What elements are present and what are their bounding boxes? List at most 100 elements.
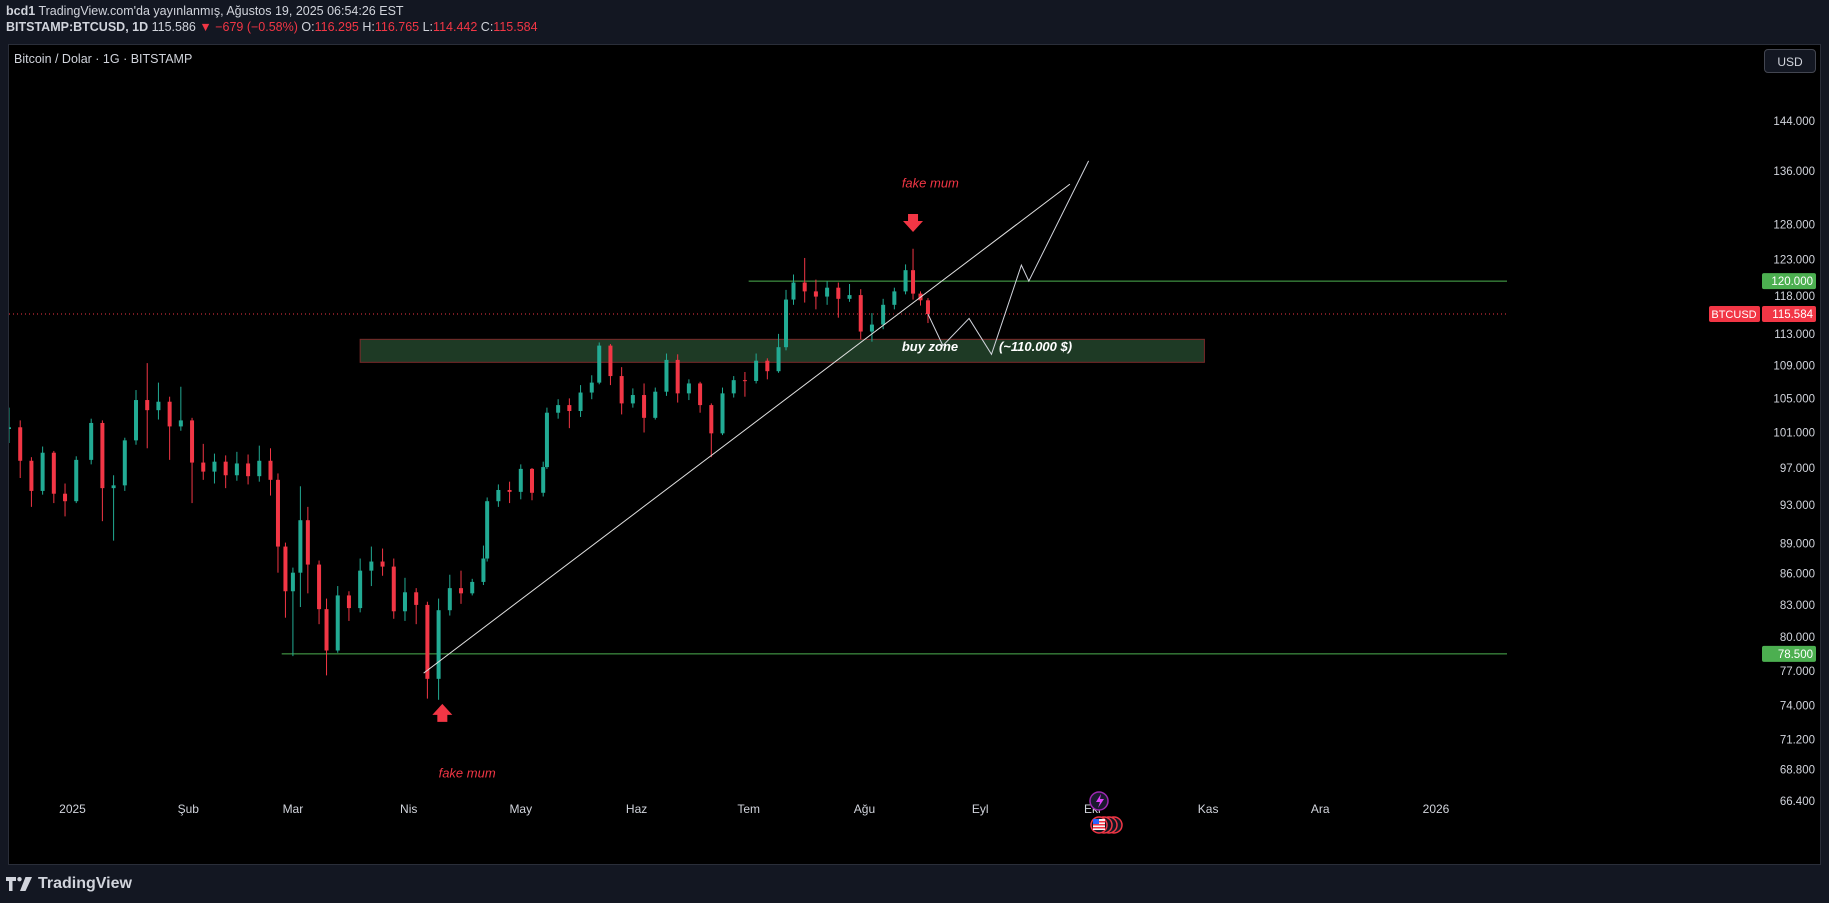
tradingview-logo-icon[interactable]	[6, 877, 32, 891]
brand-label[interactable]: TradingView	[38, 875, 132, 892]
candle-body	[802, 282, 807, 292]
candle-body	[784, 299, 789, 348]
candle-body	[122, 440, 127, 486]
high-label: H:	[362, 20, 375, 34]
candle-body	[470, 581, 475, 594]
candle-body	[178, 420, 183, 427]
candle-body	[275, 479, 280, 547]
x-tick-label: Ağu	[854, 802, 875, 816]
author-name[interactable]: bcd1	[6, 4, 36, 18]
publish-info: TradingView.com'da yayınlanmış, Ağustos …	[38, 4, 404, 18]
y-tick-label: 113.000	[1774, 329, 1815, 341]
symbol-tag-bg	[1709, 306, 1760, 323]
candle-body	[190, 420, 195, 463]
candle-body	[675, 359, 680, 394]
candle-body	[653, 391, 658, 418]
candle-body	[290, 572, 295, 592]
candle-body	[234, 463, 239, 476]
up-arrow-icon	[432, 703, 453, 722]
y-tick-label: 71.200	[1780, 735, 1815, 747]
candle-body	[380, 561, 385, 567]
candle-body	[776, 347, 781, 372]
candle-body	[481, 558, 486, 582]
candle-body	[335, 595, 340, 651]
candle-body	[630, 395, 635, 404]
candle-body	[597, 345, 602, 383]
y-tick-label: 86.000	[1780, 569, 1815, 581]
y-tick-label: 128.000	[1773, 219, 1815, 231]
candle-body	[881, 304, 886, 325]
candle-body	[201, 462, 206, 472]
candle-body	[742, 380, 747, 382]
candle-body	[578, 392, 583, 412]
low-label: L:	[422, 20, 434, 34]
candle-body	[698, 383, 703, 406]
y-tick-label: 83.000	[1780, 600, 1815, 612]
candle-body	[556, 405, 561, 413]
candle-body	[686, 383, 691, 394]
buy-zone-annotation: buy zone	[902, 339, 958, 354]
lightning-icon[interactable]	[1089, 791, 1109, 811]
y-tick-label: 118.000	[1774, 291, 1815, 303]
candle-body	[754, 360, 759, 381]
x-tick-label: Tem	[737, 802, 760, 816]
candle-body	[29, 460, 34, 491]
candle-body	[346, 595, 351, 609]
chart-canvas[interactable]: buy zone (~110.000 $) fake mum fake mum 144.…	[9, 45, 1820, 864]
candle-body	[720, 393, 725, 434]
y-tick-label: 66.400	[1780, 796, 1815, 808]
candle-body	[369, 561, 374, 571]
y-tick-label: 89.000	[1780, 539, 1815, 551]
candle-body	[507, 489, 512, 492]
candle-body	[51, 452, 56, 494]
x-tick-label: Şub	[178, 802, 200, 816]
candle-body	[496, 489, 501, 502]
candle-body	[825, 287, 830, 297]
last-price-label: 115.584	[1772, 309, 1813, 321]
candle-body	[18, 427, 23, 461]
candle-body	[358, 570, 363, 609]
trend-line	[423, 183, 1071, 674]
candle-body	[529, 468, 534, 493]
x-tick-label: Kas	[1198, 802, 1219, 816]
currency-button[interactable]: USD	[1764, 49, 1816, 73]
us-flag-icon[interactable]	[1090, 816, 1123, 834]
candle-body	[111, 485, 116, 489]
buy-zone-rect	[359, 338, 1205, 363]
candle-body	[145, 400, 150, 411]
buy-zone-annotation: (~110.000 $)	[999, 339, 1072, 354]
y-tick-label: 93.000	[1780, 500, 1815, 512]
candle-body	[813, 291, 818, 297]
candle-body	[134, 400, 139, 441]
candle-body	[858, 295, 863, 332]
chart-pane[interactable]: buy zone (~110.000 $) fake mum fake mum 144.…	[8, 44, 1821, 865]
candle-body	[485, 501, 490, 559]
candle-body	[167, 401, 172, 427]
candle-body	[298, 520, 303, 573]
y-tick-label: 136.000	[1773, 166, 1815, 178]
x-tick-label: Haz	[626, 802, 647, 816]
projection-path	[927, 160, 1090, 356]
candle-body	[40, 452, 45, 491]
level-price-label: 78.500	[1778, 649, 1813, 661]
candle-body	[608, 345, 613, 377]
level-price-label-bg	[1762, 273, 1816, 290]
y-tick-label: 68.800	[1780, 765, 1815, 777]
level-price-label: 120.000	[1771, 276, 1813, 288]
change-value: ▼ −679 (−0.58%)	[199, 20, 298, 34]
candle-body	[257, 460, 262, 477]
low-value: 114.442	[433, 20, 478, 34]
footer: TradingView	[6, 873, 132, 895]
candle-body	[268, 460, 273, 480]
ohlc-line: BITSTAMP:BTCUSD, 1D 115.586 ▼ −679 (−0.5…	[6, 19, 538, 35]
candle-body	[619, 376, 624, 404]
candle-body	[709, 405, 714, 434]
candle-body	[731, 380, 736, 394]
x-tick-label: Mar	[283, 802, 304, 816]
close-value: 115.584	[493, 20, 538, 34]
y-tick-label: 101.000	[1773, 427, 1815, 439]
y-tick-label: 144.000	[1773, 116, 1815, 128]
candle-body	[791, 282, 796, 300]
down-arrow-icon	[903, 214, 924, 233]
fake-candle-annotation: fake mum	[902, 175, 959, 190]
